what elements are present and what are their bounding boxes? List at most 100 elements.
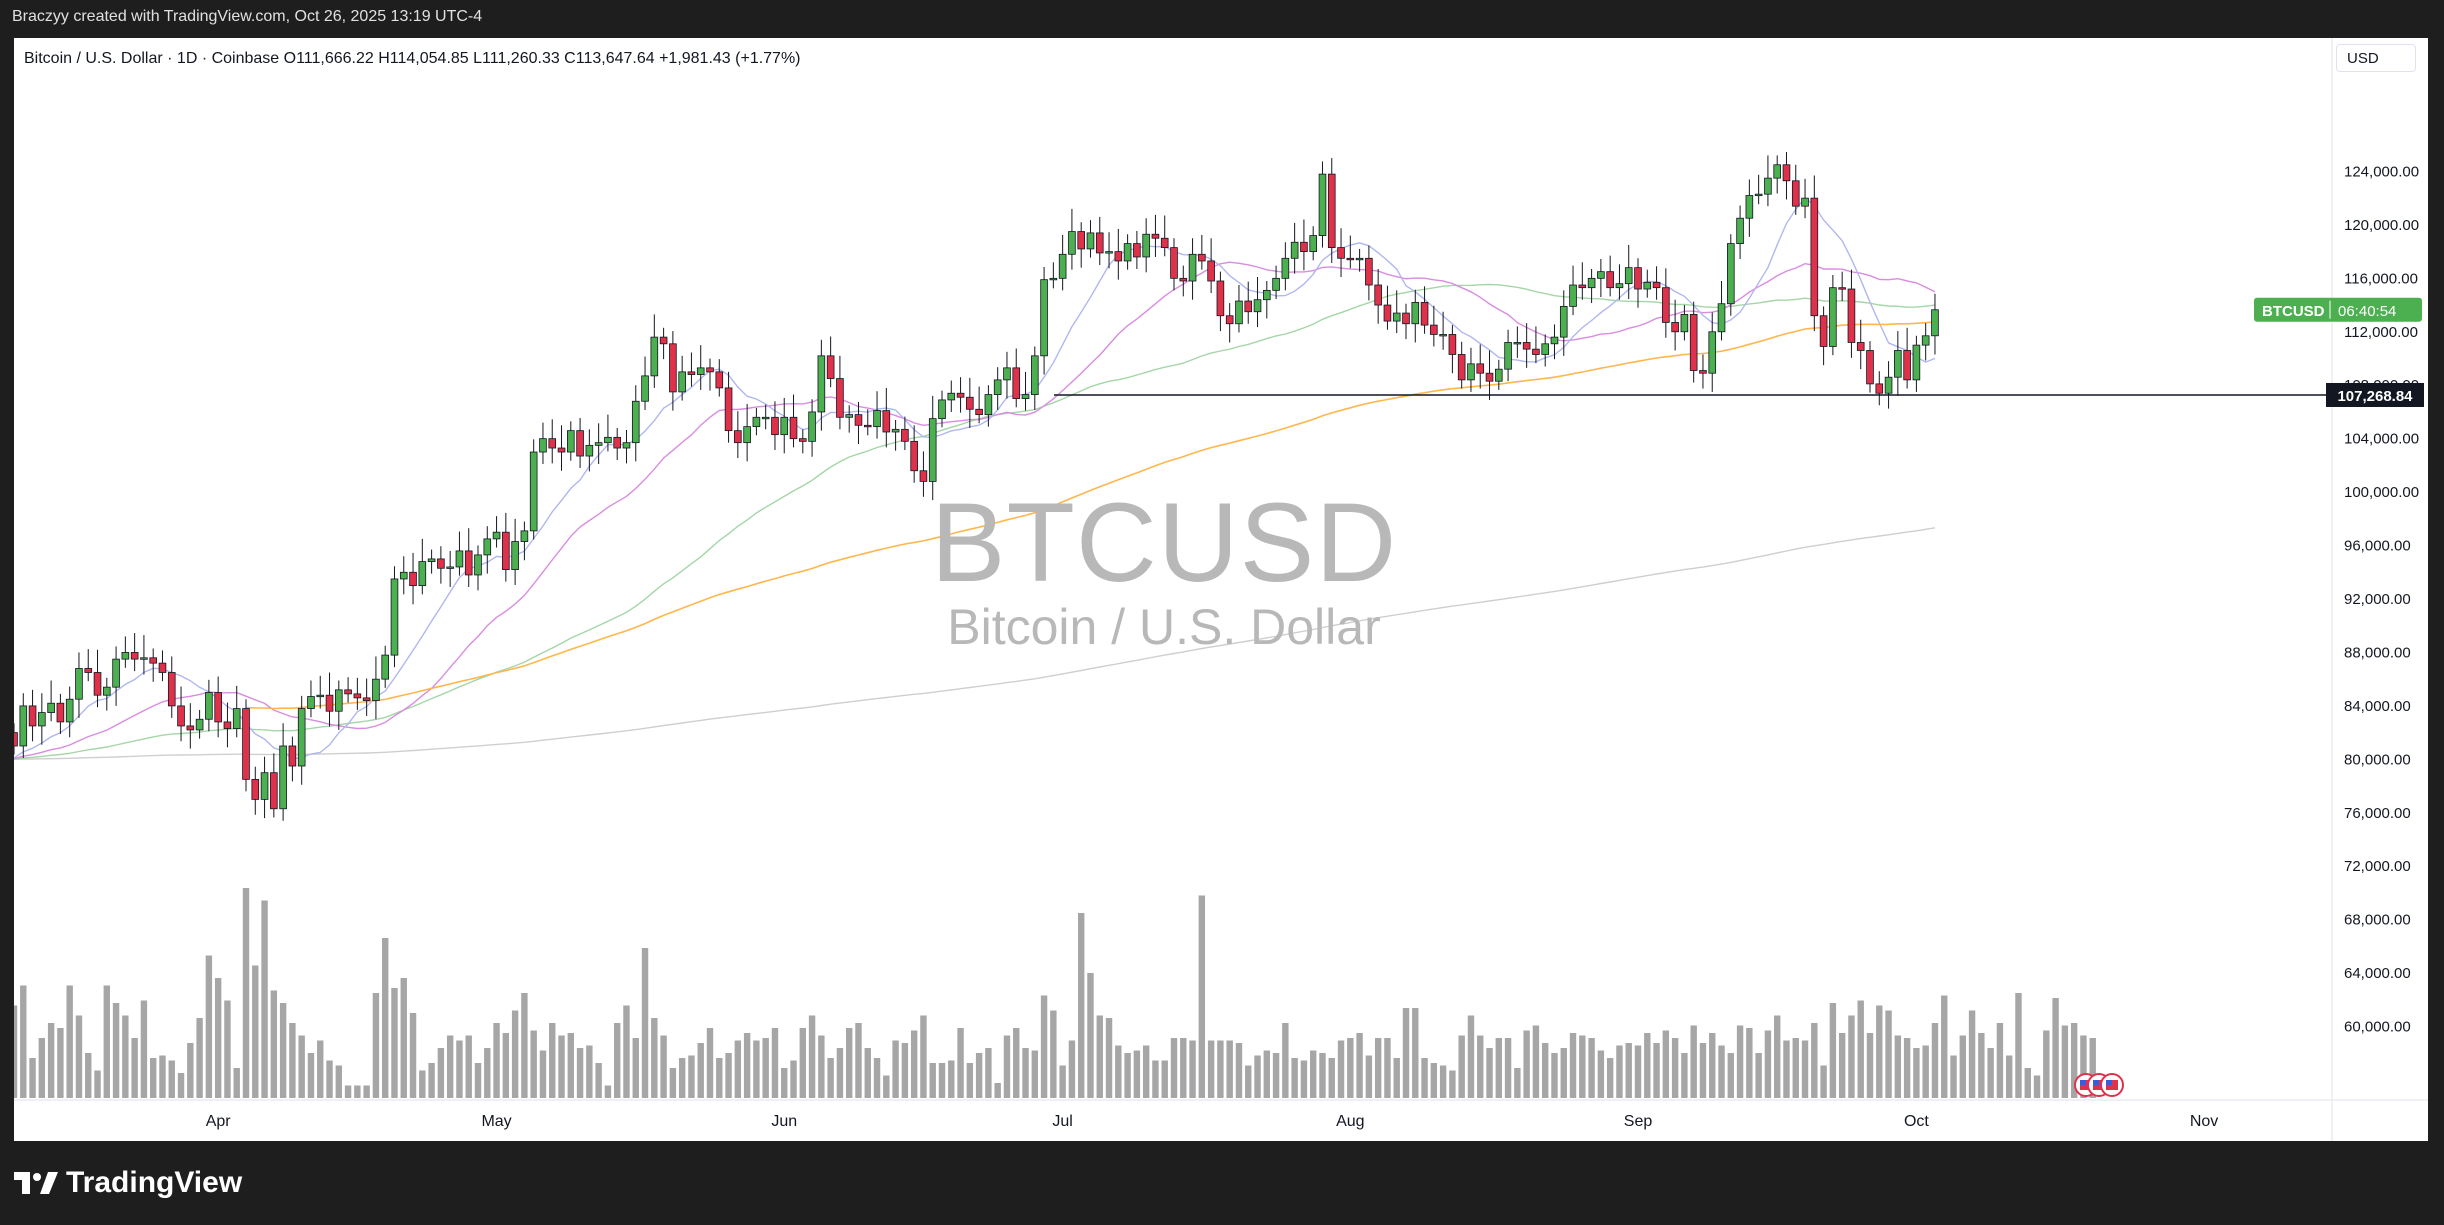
x-tick-label: Jul [1052,1113,1072,1130]
volume-bar [1727,1053,1734,1098]
candle-body [474,554,482,576]
y-tick-label: 92,000.00 [2344,591,2411,608]
candle-body [1559,305,1568,338]
candle-body [539,438,547,453]
candle-body [1123,243,1132,262]
candle-body [1801,197,1809,207]
volume-bar [150,1058,157,1098]
y-tick-label: 112,000.00 [2344,324,2418,341]
candle-body [743,426,751,444]
volume-bar [2089,1038,2096,1098]
candle-body [529,451,538,532]
candle-body [1281,257,1290,279]
candle-body [1643,281,1652,290]
currency-button[interactable]: USD [2336,44,2416,72]
volume-bar [94,1070,101,1098]
candle-body [362,697,371,701]
volume-bar [1644,1033,1651,1098]
volume-bar [1532,1025,1540,1098]
candle-body [1578,284,1587,289]
candle-body [446,566,454,569]
volume-bar [1226,1040,1233,1098]
volume-bar [1783,1040,1790,1098]
volume-bar [446,1035,454,1098]
candle-body [353,693,362,699]
volume-bar [66,985,73,1098]
candle-body [1198,253,1206,262]
volume-bar [1755,1053,1762,1098]
candle-body [585,444,594,457]
volume-bar [1811,1023,1818,1098]
candle-body [669,343,677,393]
ma-mid-line [14,261,1936,760]
candle-body [28,705,37,727]
volume-bar [1421,1058,1428,1098]
candle-body [1374,284,1382,306]
candle-body [1819,315,1828,347]
volume-bar [122,1015,129,1098]
candle-body [130,652,139,660]
candle-body [1346,257,1355,261]
candle-body [1680,314,1689,333]
candle-body [1773,164,1782,179]
candle-body [891,428,900,433]
candle-body [966,396,974,410]
candle-body [1114,251,1123,262]
candle-body [1699,370,1707,374]
volume-bar [799,1028,806,1098]
candle-body [1634,267,1642,290]
volume-bar [363,1085,370,1098]
candle-body [1160,237,1169,249]
volume-bar [614,1023,621,1098]
volume-bar [196,1018,203,1098]
candle-body [678,371,686,393]
candle-body [724,387,733,432]
ma-fast-line [14,196,1936,760]
volume-bar [1245,1065,1252,1098]
volume-bar [335,1065,342,1098]
volume-bar [103,985,110,1098]
volume-bar [261,900,268,1098]
candle-body [548,438,557,449]
y-tick-label: 116,000.00 [2344,270,2418,287]
volume-bar [530,1030,537,1098]
candle-body [1439,334,1447,337]
volume-bar [1922,1045,1929,1098]
volume-bar [1384,1038,1391,1098]
volume-bar [846,1028,853,1098]
chart-panel[interactable]: 124,000.00 120,000.00 116,000.00 112,000.00… [14,38,2428,1141]
y-tick-label: 88,000.00 [2344,644,2411,661]
volume-bar [1207,1040,1215,1098]
volume-bar [1987,1048,1994,1098]
x-tick-label: Apr [206,1113,232,1130]
volume-bar [567,1033,574,1098]
volume-bar [465,1035,472,1098]
volume-bar [818,1035,825,1098]
candle-body [1931,309,1939,337]
candle-body [854,414,863,426]
candle-body [112,658,120,688]
volume-bar [632,1038,639,1098]
volume-bar [2080,1035,2087,1098]
volume-bar [929,1063,936,1098]
y-tick-label: 104,000.00 [2344,431,2419,448]
candle-body [1188,253,1197,282]
price-chart[interactable]: 124,000.00 120,000.00 116,000.00 112,000.00… [14,38,2428,1141]
tradingview-logo-icon [14,1172,58,1194]
price-tag-countdown: 06:40:54 [2338,303,2396,320]
candle-body [1791,180,1800,207]
ma-long-line [14,527,1936,760]
volume-bar [140,1000,148,1098]
level-label-bg [2326,382,2424,407]
volume-bar [1616,1045,1623,1098]
volume-bar [428,1063,435,1098]
volume-bar [1003,1035,1011,1098]
candle-body [1133,243,1141,258]
candle-body [799,438,807,442]
volume-bar [1597,1050,1605,1098]
volume-bar [1124,1053,1131,1098]
candle-body [214,692,222,723]
candle-body [687,371,696,375]
candle-body [1671,322,1679,333]
volume-bar [855,1023,862,1098]
